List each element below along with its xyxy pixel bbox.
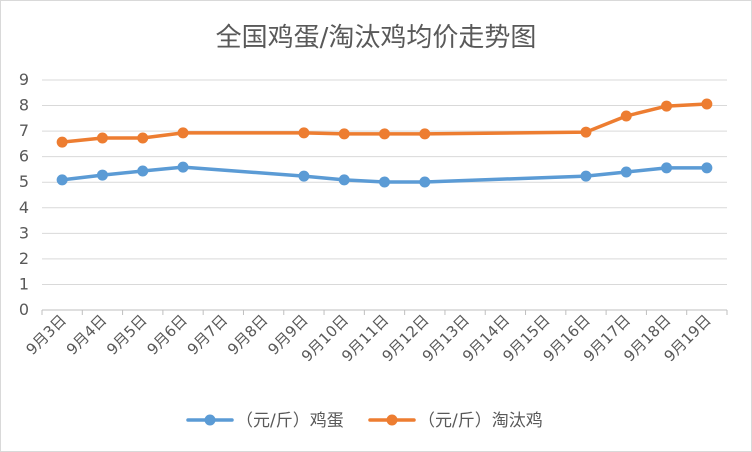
- egg-price-point: [661, 162, 673, 174]
- egg-price-point: [379, 176, 390, 188]
- y-tick-label: 2: [19, 249, 29, 268]
- y-tick-label: 3: [19, 223, 29, 242]
- legend: （元/斤）鸡蛋 （元/斤）淘汰鸡: [186, 411, 543, 431]
- y-tick-label: 8: [19, 96, 29, 115]
- culled-hen-price-point: [580, 126, 592, 138]
- egg-price-point: [580, 170, 592, 182]
- egg-price-point: [298, 170, 310, 182]
- plot-series: [56, 98, 713, 188]
- egg-price-point: [701, 162, 713, 174]
- culled-hen-price-point: [56, 136, 68, 148]
- egg-price-point: [419, 176, 431, 188]
- culled-hen-price-point: [379, 128, 390, 140]
- y-tick-label: 9: [19, 70, 29, 89]
- egg-price-point: [137, 165, 149, 177]
- y-axis: 0 1 2 3 4 5 6 7 8 9: [19, 70, 29, 319]
- y-tick-label: 7: [19, 121, 29, 140]
- chart-title: 全国鸡蛋/淘汰鸡均价走势图: [216, 23, 537, 53]
- legend-marker-swatch: [204, 414, 216, 426]
- egg-price-point: [338, 174, 350, 186]
- culled-hen-price-point: [661, 100, 673, 112]
- culled-hen-price-point: [701, 98, 713, 110]
- legend-item-egg-price: （元/斤）鸡蛋: [186, 411, 344, 431]
- legend-item-culled-hen-price: （元/斤）淘汰鸡: [368, 411, 543, 431]
- culled-hen-price-point: [177, 127, 189, 139]
- culled-hen-price-point: [338, 128, 350, 140]
- egg-price-point: [177, 161, 189, 173]
- culled-hen-price-point: [419, 128, 431, 140]
- legend-label: （元/斤）鸡蛋: [236, 411, 344, 431]
- y-tick-label: 1: [19, 274, 29, 293]
- culled-hen-price-point: [298, 127, 310, 139]
- y-tick-label: 5: [19, 172, 29, 191]
- culled-hen-price-point: [137, 132, 149, 144]
- egg-price-point: [620, 166, 632, 178]
- y-tick-label: 0: [19, 300, 29, 319]
- egg-price-line: [60, 165, 709, 184]
- legend-marker-swatch: [386, 414, 398, 426]
- egg-price-point: [56, 174, 68, 186]
- y-tick-label: 4: [19, 198, 29, 217]
- egg-price-point: [96, 169, 108, 181]
- culled-hen-price-point: [620, 110, 632, 122]
- culled-hen-price-line: [60, 102, 709, 144]
- y-tick-label: 6: [19, 147, 29, 166]
- legend-label: （元/斤）淘汰鸡: [418, 411, 543, 431]
- culled-hen-price-point: [96, 132, 108, 144]
